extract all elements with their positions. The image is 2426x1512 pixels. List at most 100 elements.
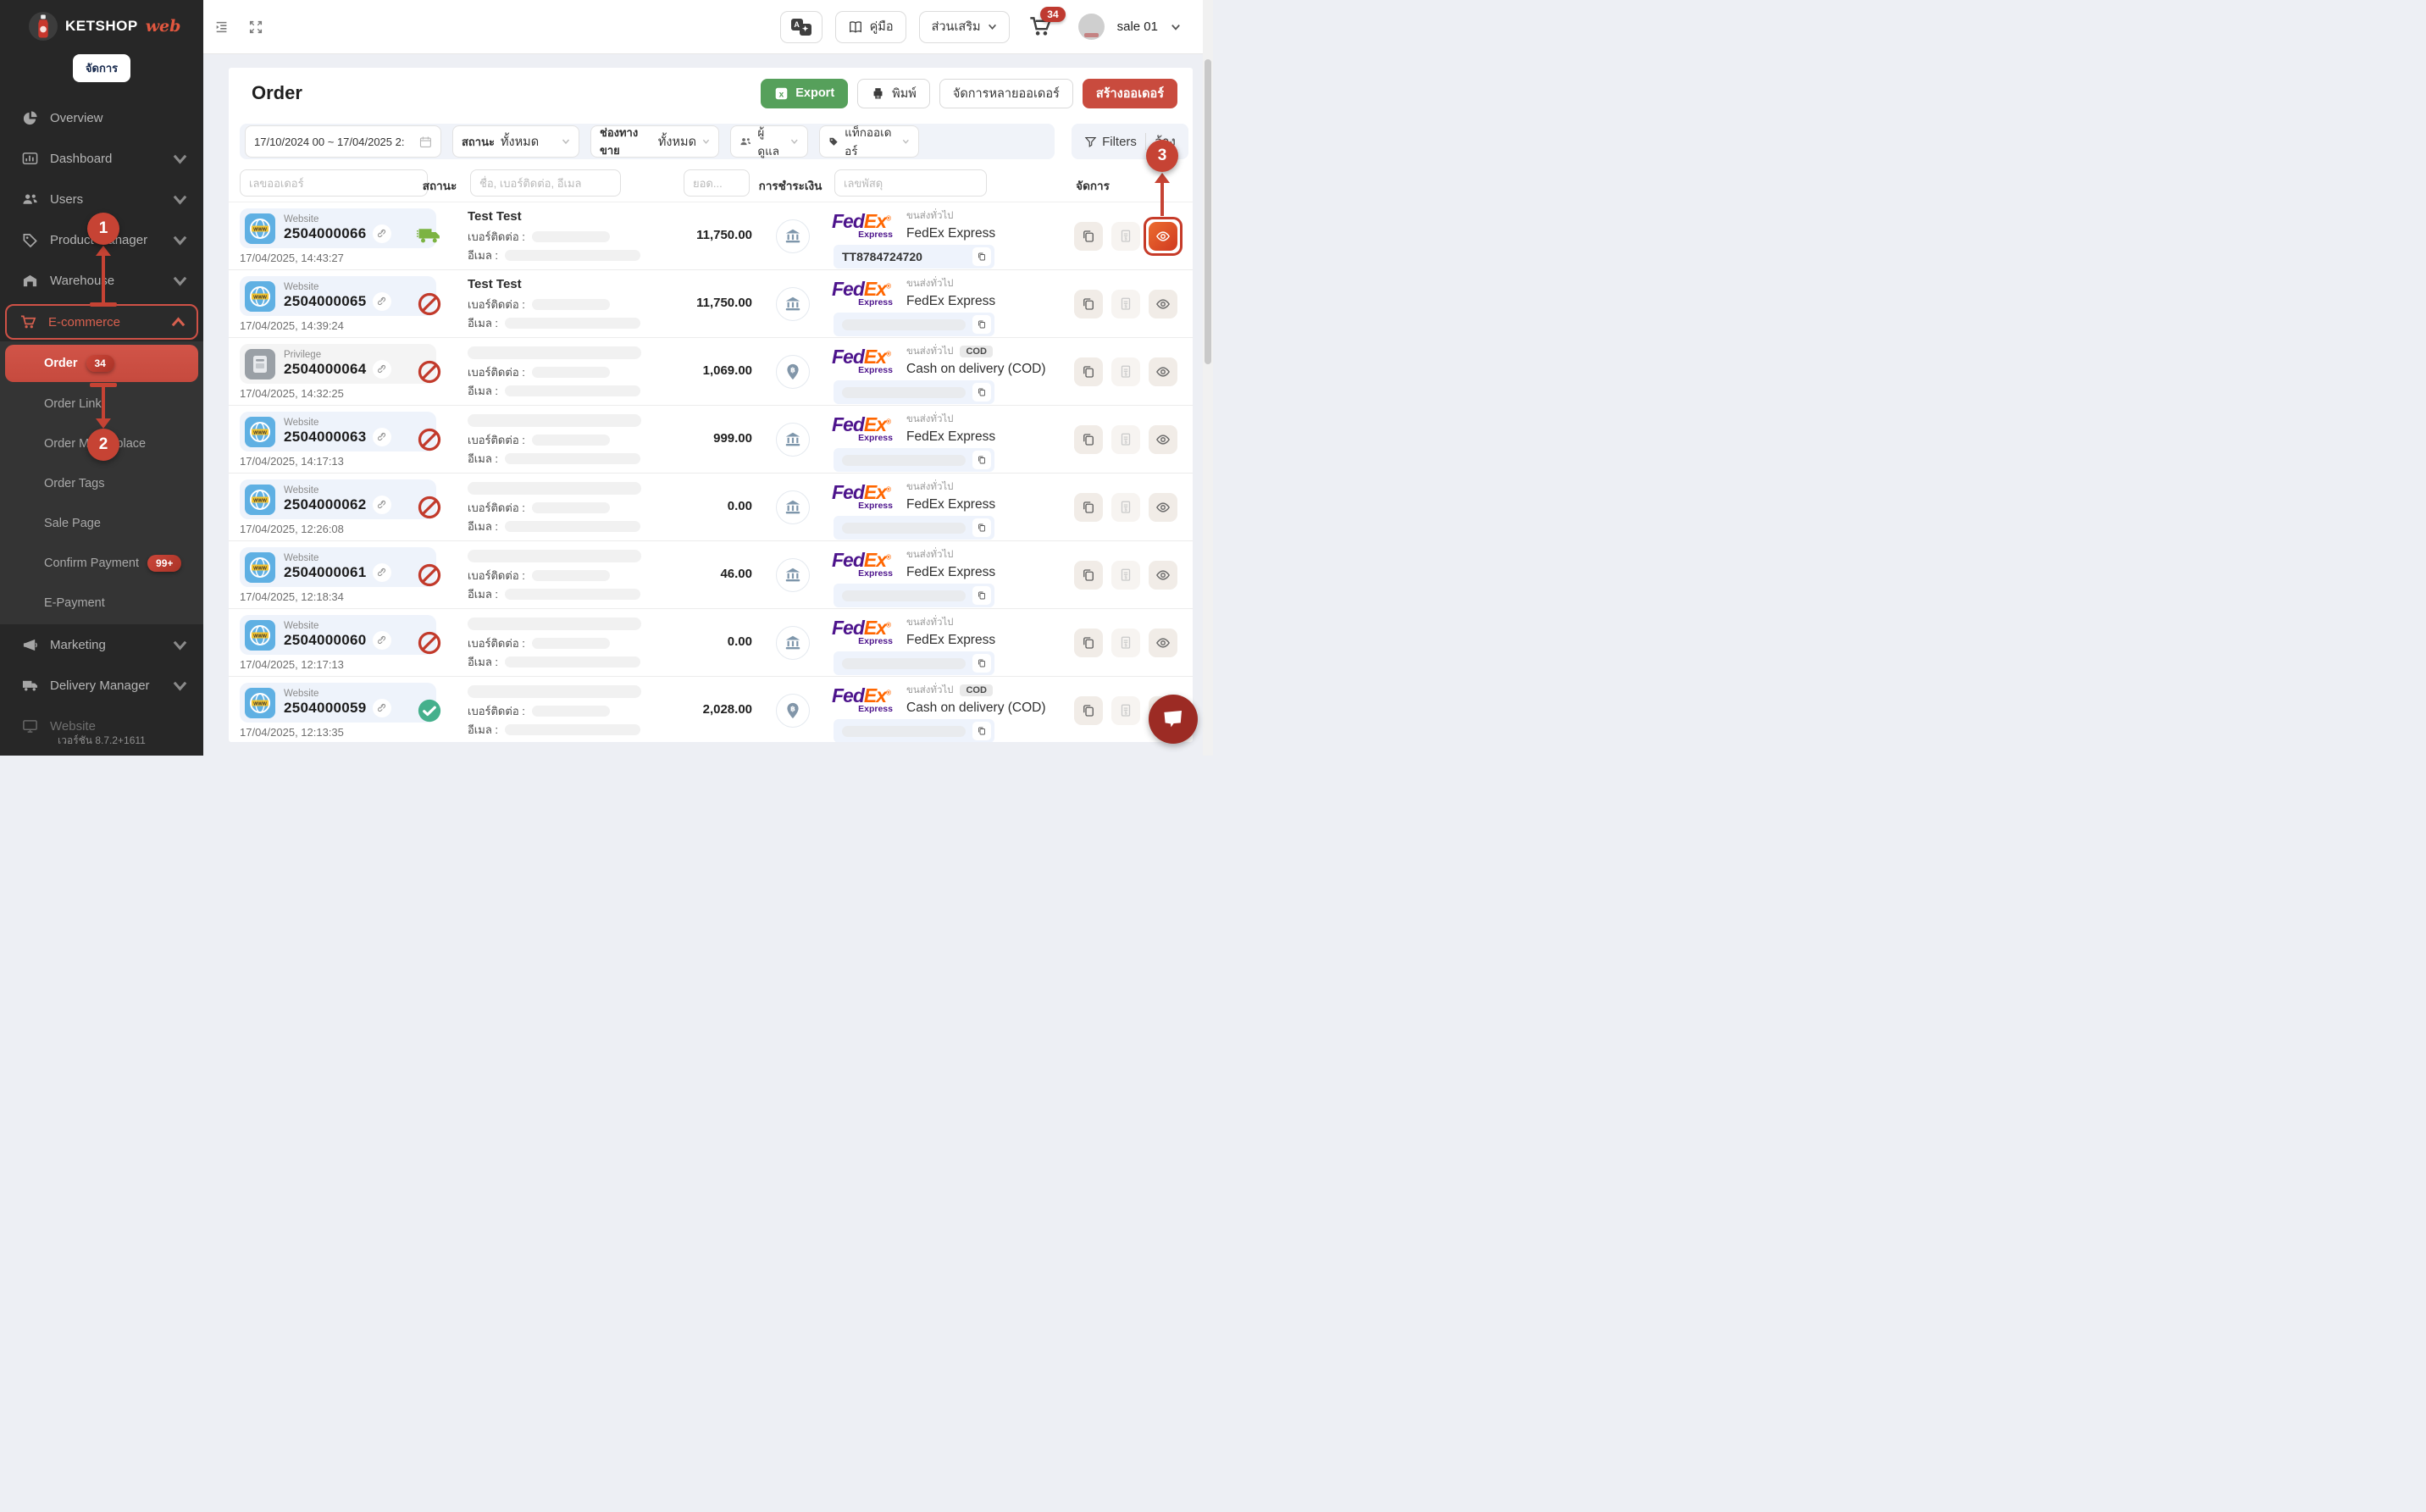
status-filter[interactable]: สถานะ ทั้งหมด xyxy=(452,125,579,158)
admin-filter[interactable]: ผู้ดูแล xyxy=(730,125,808,158)
view-order-button[interactable] xyxy=(1149,493,1177,522)
copy-tracking-button[interactable] xyxy=(972,722,991,740)
copy-tracking-button[interactable] xyxy=(972,383,991,402)
language-button[interactable]: A ✦ xyxy=(779,10,823,43)
success-check-icon xyxy=(418,699,441,723)
scrollbar-thumb[interactable] xyxy=(1205,59,1211,364)
manage-button[interactable]: จัดการ xyxy=(72,54,131,82)
order-number-search-input[interactable] xyxy=(240,169,428,197)
calendar-icon xyxy=(420,136,432,147)
guide-button[interactable]: คู่มือ xyxy=(834,10,906,43)
duplicate-order-button[interactable] xyxy=(1074,425,1103,454)
copy-tracking-button[interactable] xyxy=(972,247,991,266)
fedex-logo: FedEx® Express xyxy=(832,551,900,579)
header-buttons: x Export พิมพ์ จัดการหลายออเดอร์ สร้างออ… xyxy=(761,78,1177,108)
print-button[interactable]: พิมพ์ xyxy=(857,78,930,108)
order-link-button[interactable] xyxy=(372,427,391,446)
receipt-button[interactable]: $ xyxy=(1111,696,1140,725)
duplicate-order-button[interactable] xyxy=(1074,290,1103,318)
amount-search-input[interactable] xyxy=(684,169,750,197)
duplicate-icon xyxy=(1083,434,1094,446)
receipt-button[interactable]: $ xyxy=(1111,425,1140,454)
duplicate-order-button[interactable] xyxy=(1074,222,1103,251)
submenu-item-order-link[interactable]: Order Link xyxy=(0,384,203,424)
copy-tracking-button[interactable] xyxy=(972,518,991,537)
order-link-button[interactable] xyxy=(372,359,391,379)
sidebar-item-website[interactable]: Website xyxy=(0,706,203,746)
sidebar-item-users[interactable]: Users xyxy=(0,179,203,219)
main-area: A ✦ คู่มือ ส่วนเสริม 34 sale 01 xyxy=(203,0,1213,756)
copy-tracking-button[interactable] xyxy=(972,451,991,469)
order-number[interactable]: 2504000061 xyxy=(284,563,367,580)
receipt-button[interactable]: $ xyxy=(1111,629,1140,657)
sidebar-item-ecommerce[interactable]: E-commerce xyxy=(5,304,198,340)
view-order-button[interactable] xyxy=(1149,561,1177,590)
order-number[interactable]: 2504000062 xyxy=(284,496,367,512)
duplicate-order-button[interactable] xyxy=(1074,629,1103,657)
avatar[interactable] xyxy=(1077,14,1105,40)
cart-button[interactable]: 34 xyxy=(1029,7,1066,38)
order-number[interactable]: 2504000065 xyxy=(284,292,367,309)
view-order-button[interactable] xyxy=(1149,222,1177,251)
filters-toggle[interactable]: Filters xyxy=(1084,135,1137,149)
date-range-picker[interactable] xyxy=(245,125,441,158)
receipt-button[interactable]: $ xyxy=(1111,357,1140,386)
order-number[interactable]: 2504000060 xyxy=(284,631,367,648)
order-link-button[interactable] xyxy=(372,630,391,650)
customer-search-input[interactable] xyxy=(470,169,621,197)
duplicate-order-button[interactable] xyxy=(1074,357,1103,386)
submenu-item-confirm-payment[interactable]: Confirm Payment 99+ xyxy=(0,543,203,583)
order-source-label: Website xyxy=(284,281,319,292)
order-link-button[interactable] xyxy=(372,698,391,717)
receipt-button[interactable]: $ xyxy=(1111,290,1140,318)
copy-tracking-button[interactable] xyxy=(972,586,991,605)
order-number[interactable]: 2504000066 xyxy=(284,224,367,241)
export-button[interactable]: x Export xyxy=(761,78,849,108)
copy-tracking-button[interactable] xyxy=(972,315,991,334)
user-menu[interactable]: sale 01 xyxy=(1116,19,1158,34)
view-order-button[interactable] xyxy=(1149,357,1177,386)
create-order-button[interactable]: สร้างออเดอร์ xyxy=(1082,78,1177,108)
chat-widget-button[interactable] xyxy=(1149,695,1198,744)
receipt-button[interactable]: $ xyxy=(1111,222,1140,251)
sidebar-item-overview[interactable]: Overview xyxy=(0,97,203,138)
order-link-button[interactable] xyxy=(372,562,391,582)
fullscreen-icon[interactable] xyxy=(248,19,263,35)
duplicate-order-button[interactable] xyxy=(1074,696,1103,725)
order-link-button[interactable] xyxy=(372,291,391,311)
submenu-item-e-payment[interactable]: E-Payment xyxy=(0,583,203,623)
channel-filter[interactable]: ช่องทางขาย ทั้งหมด xyxy=(590,125,719,158)
submenu-item-order[interactable]: Order 34 xyxy=(5,345,198,382)
order-number[interactable]: 2504000063 xyxy=(284,428,367,445)
sidebar-item-dashboard[interactable]: Dashboard xyxy=(0,138,203,179)
order-source-meta: Website 2504000063 xyxy=(284,418,391,446)
chevron-down-icon[interactable] xyxy=(1171,22,1181,32)
sidebar-item-warehouse[interactable]: Warehouse xyxy=(0,260,203,301)
submenu-item-order-tags[interactable]: Order Tags xyxy=(0,463,203,503)
copy-tracking-button[interactable] xyxy=(972,654,991,673)
chevron-up-icon xyxy=(171,316,186,326)
bulk-manage-button[interactable]: จัดการหลายออเดอร์ xyxy=(939,78,1073,108)
receipt-button[interactable]: $ xyxy=(1111,493,1140,522)
fedex-express-label: Express xyxy=(858,636,893,646)
print-label: พิมพ์ xyxy=(892,86,917,101)
duplicate-order-button[interactable] xyxy=(1074,493,1103,522)
submenu-item-sale-page[interactable]: Sale Page xyxy=(0,503,203,543)
duplicate-order-button[interactable] xyxy=(1074,561,1103,590)
view-order-button[interactable] xyxy=(1149,629,1177,657)
order-tags-filter[interactable]: แท็กออเดอร์ xyxy=(819,125,919,158)
sidebar-item-delivery-manager[interactable]: Delivery Manager xyxy=(0,665,203,706)
view-order-button[interactable] xyxy=(1149,425,1177,454)
view-order-button[interactable] xyxy=(1149,290,1177,318)
receipt-button[interactable]: $ xyxy=(1111,561,1140,590)
order-link-button[interactable] xyxy=(372,495,391,514)
scrollbar-track[interactable] xyxy=(1203,0,1213,756)
collapse-sidebar-icon[interactable] xyxy=(214,19,230,35)
tracking-search-input[interactable] xyxy=(834,169,987,197)
order-link-button[interactable] xyxy=(372,224,391,243)
order-number[interactable]: 2504000059 xyxy=(284,699,367,716)
sidebar-item-marketing[interactable]: Marketing xyxy=(0,624,203,665)
addons-dropdown[interactable]: ส่วนเสริม xyxy=(918,10,1010,43)
date-range-input[interactable] xyxy=(254,135,414,148)
order-number[interactable]: 2504000064 xyxy=(284,360,367,377)
